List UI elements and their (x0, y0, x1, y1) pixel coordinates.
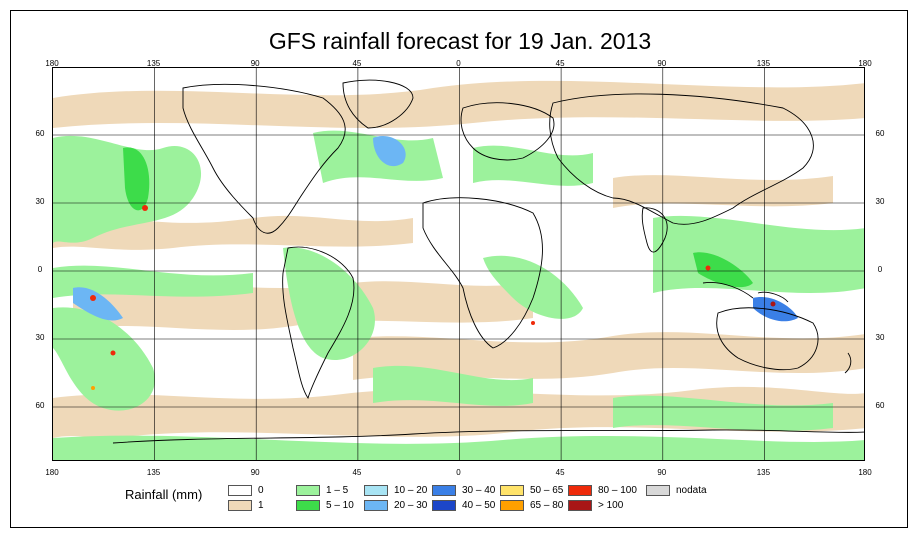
latitude-tick-left-2: 0 (37, 265, 43, 274)
new-zealand-outline (844, 352, 852, 374)
longitude-tick-bottom-7: 135 (756, 468, 771, 477)
longitude-tick-top-5: 45 (555, 59, 565, 68)
antarctica-outline (112, 429, 864, 444)
map-canvas (53, 68, 864, 460)
legend-label-10: 80 – 100 (598, 485, 637, 496)
indonesia-outline (702, 282, 789, 303)
latitude-tick-right-2: 0 (877, 265, 883, 274)
longitude-tick-bottom-1: 135 (146, 468, 161, 477)
legend-swatch-9 (500, 500, 524, 511)
legend-swatch-6 (432, 485, 456, 496)
longitude-tick-top-8: 180 (858, 59, 872, 68)
longitude-tick-bottom-2: 90 (250, 468, 260, 477)
longitude-tick-top-3: 45 (352, 59, 362, 68)
rainfall-intense-spots (90, 205, 776, 390)
legend-swatch-3 (296, 500, 320, 511)
map-title: GFS rainfall forecast for 19 Jan. 2013 (268, 28, 652, 54)
greenland-outline (342, 79, 414, 129)
graticule (53, 68, 864, 460)
legend-label-0: 0 (258, 485, 264, 496)
latitude-tick-right-3: 30 (875, 333, 885, 342)
europe-outline (460, 102, 555, 161)
rainfall-light-areas (53, 80, 864, 438)
latitude-tick-right-4: 60 (875, 401, 885, 410)
legend-label-3: 5 – 10 (326, 500, 354, 511)
legend-label-11: > 100 (598, 500, 624, 511)
africa-outline (422, 197, 543, 349)
latitude-tick-right-1: 30 (875, 197, 885, 206)
coastlines (112, 79, 864, 444)
latitude-tick-left-4: 60 (35, 401, 45, 410)
legend-swatch-8 (500, 485, 524, 496)
legend-label-8: 50 – 65 (530, 485, 564, 496)
longitude-tick-bottom-6: 90 (657, 468, 667, 477)
south-america-outline (282, 246, 355, 400)
australia-outline (716, 307, 819, 371)
longitude-tick-bottom-0: 180 (45, 468, 59, 477)
legend-swatch-11 (568, 500, 592, 511)
legend-label-6: 30 – 40 (462, 485, 496, 496)
legend-label-12: nodata (676, 485, 707, 496)
north-america-outline (182, 83, 346, 234)
rainfall-map (52, 67, 865, 461)
latitude-tick-right-0: 60 (875, 129, 885, 138)
longitude-tick-top-2: 90 (250, 59, 260, 68)
latitude-tick-left-1: 30 (35, 197, 45, 206)
legend-label-2: 1 – 5 (326, 485, 349, 496)
longitude-tick-top-1: 135 (146, 59, 161, 68)
longitude-tick-bottom-5: 45 (555, 468, 565, 477)
longitude-tick-top-0: 180 (45, 59, 59, 68)
legend-label-7: 40 – 50 (462, 500, 496, 511)
latitude-tick-left-0: 60 (35, 129, 45, 138)
legend-swatch-2 (296, 485, 320, 496)
legend-swatch-10 (568, 485, 592, 496)
longitude-tick-bottom-8: 180 (858, 468, 872, 477)
legend-swatch-5 (364, 500, 388, 511)
asia-outline (549, 93, 814, 225)
legend-label-1: 1 (258, 500, 264, 511)
legend-title: Rainfall (mm) (125, 487, 203, 502)
longitude-tick-top-7: 135 (756, 59, 771, 68)
legend-swatch-0 (228, 485, 252, 496)
longitude-tick-bottom-3: 45 (352, 468, 362, 477)
legend-swatch-7 (432, 500, 456, 511)
legend-label-4: 10 – 20 (394, 485, 428, 496)
legend-label-5: 20 – 30 (394, 500, 428, 511)
legend-label-9: 65 – 80 (530, 500, 564, 511)
latitude-tick-left-3: 30 (35, 333, 45, 342)
longitude-tick-top-4: 0 (456, 59, 461, 68)
legend-swatch-1 (228, 500, 252, 511)
longitude-tick-top-6: 90 (657, 59, 667, 68)
longitude-tick-bottom-4: 0 (456, 468, 461, 477)
legend-swatch-12 (646, 485, 670, 496)
legend-swatch-4 (364, 485, 388, 496)
